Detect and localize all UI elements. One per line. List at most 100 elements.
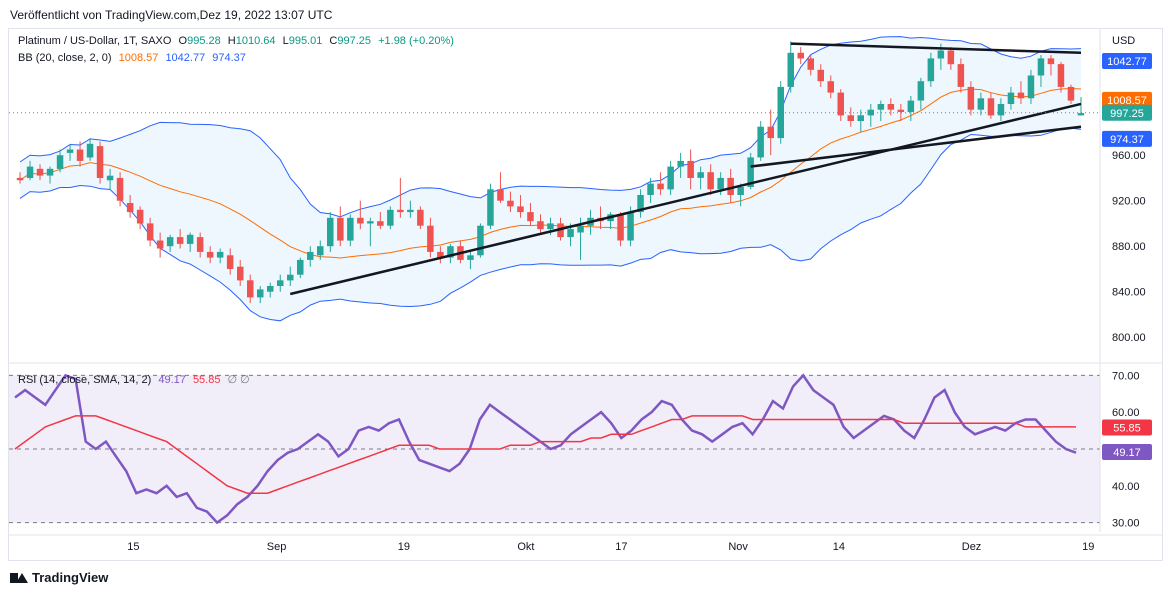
candle-body[interactable] [797,52,805,59]
candle-body[interactable] [1067,86,1075,101]
candle-body[interactable] [226,255,234,269]
candle-body[interactable] [717,177,724,190]
candle-body[interactable] [327,217,334,247]
candle-body[interactable] [96,146,104,178]
candle-body[interactable] [1047,58,1055,65]
candle-body[interactable] [56,155,64,169]
candle-body[interactable] [247,280,254,298]
candle-body[interactable] [397,209,404,213]
candle-body[interactable] [46,168,54,176]
candle-body[interactable] [1037,58,1045,76]
candle-body[interactable] [927,58,935,82]
symbol-legend[interactable]: Platinum / US-Dollar, 1T, SAXO O995.28 H… [18,35,458,47]
candle-body[interactable] [186,234,194,244]
trendline[interactable] [289,102,1082,296]
candle-body[interactable] [767,126,775,139]
candle-body[interactable] [837,92,845,116]
candle-body[interactable] [777,86,785,139]
candle-body[interactable] [897,109,905,112]
candle-body[interactable] [407,209,414,213]
candle-body[interactable] [196,237,204,252]
candle-body[interactable] [727,177,734,195]
candle-body[interactable] [146,223,154,241]
rsi-line[interactable] [14,373,1077,525]
candle-body[interactable] [787,52,795,87]
candle-body[interactable] [477,225,484,256]
candle-body[interactable] [26,166,34,178]
candle-body[interactable] [987,98,995,116]
candle-body[interactable] [977,98,985,110]
candle-body[interactable] [206,251,214,258]
candle-body[interactable] [16,177,24,181]
candle-body[interactable] [737,187,744,195]
candle-body[interactable] [697,172,704,178]
candle-body[interactable] [66,149,74,153]
candle-body[interactable] [517,206,524,213]
candle-body[interactable] [437,251,444,258]
candle-body[interactable] [86,143,94,158]
candle-body[interactable] [807,58,815,70]
candle-body[interactable] [877,104,885,110]
candle-body[interactable] [317,246,324,256]
candle-body[interactable] [637,195,644,213]
candle-body[interactable] [657,183,664,190]
candle-body[interactable] [487,189,494,226]
candle-body[interactable] [427,225,434,252]
candle-body[interactable] [967,86,975,110]
candle-body[interactable] [176,237,184,244]
candle-body[interactable] [917,81,925,101]
candle-body[interactable] [307,251,314,260]
candle-body[interactable] [337,217,344,241]
candle-body[interactable] [267,286,274,292]
candle-body[interactable] [497,189,504,201]
rsi-sma-line[interactable] [14,415,1076,494]
candle-body[interactable] [827,81,835,93]
candle-body[interactable] [567,229,574,238]
candle-body[interactable] [1057,64,1065,87]
candle-body[interactable] [257,289,264,298]
candle-body[interactable] [667,166,674,190]
candle-body[interactable] [367,221,374,224]
tradingview-logo[interactable]: TradingView [10,570,108,585]
candle-body[interactable] [577,225,584,233]
candle-body[interactable] [237,266,244,281]
candle-body[interactable] [857,115,865,121]
bb-legend[interactable]: BB (20, close, 2, 0) 1008.57 1042.77 974… [18,52,250,64]
candle-body[interactable] [507,200,514,207]
candle-body[interactable] [677,160,684,167]
candle-body[interactable] [757,126,764,158]
candle-body[interactable] [377,221,384,226]
rsi-legend[interactable]: RSI (14, close, SMA, 14, 2) 49.17 55.85 … [18,373,254,386]
candle-body[interactable] [357,217,364,224]
candle-body[interactable] [387,209,394,226]
candle-body[interactable] [687,160,694,178]
candle-body[interactable] [527,212,534,222]
candle-body[interactable] [997,104,1005,116]
candle-body[interactable] [216,251,224,258]
candle-body[interactable] [817,69,825,82]
candle-body[interactable] [116,177,124,201]
candle-body[interactable] [937,50,945,59]
candle-body[interactable] [1017,92,1025,99]
candle-body[interactable] [547,223,554,230]
candle-body[interactable] [76,149,84,161]
candle-body[interactable] [156,240,164,249]
trendline[interactable] [790,42,1082,55]
candle-body[interactable] [867,109,875,116]
candle-body[interactable] [126,203,134,213]
candle-body[interactable] [36,168,44,176]
candle-body[interactable] [907,100,915,112]
candle-body[interactable] [106,175,114,181]
candle-body[interactable] [297,259,304,275]
candle-body[interactable] [617,214,624,241]
candle-body[interactable] [1007,92,1015,104]
candle-body[interactable] [166,237,174,247]
candle-body[interactable] [947,50,955,65]
candle-body[interactable] [847,115,855,121]
candle-body[interactable] [747,157,754,187]
candle-body[interactable] [647,183,654,195]
candle-body[interactable] [887,104,895,110]
candle-body[interactable] [957,64,965,87]
candle-body[interactable] [627,212,634,241]
